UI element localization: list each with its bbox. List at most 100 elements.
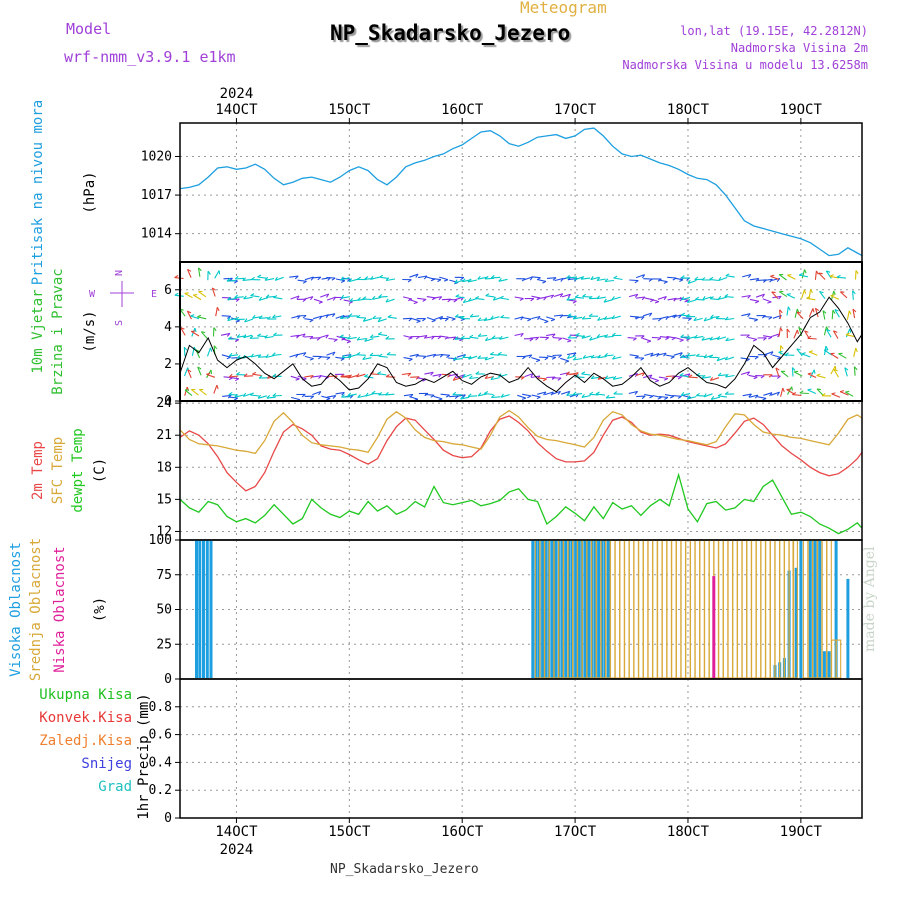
wind-arrow bbox=[580, 277, 591, 280]
wind-arrow bbox=[454, 279, 464, 284]
wind-arrow bbox=[644, 352, 654, 357]
wind-arrow-head bbox=[715, 315, 720, 320]
wind-arrow-head bbox=[771, 291, 776, 294]
wind-arrow-head bbox=[325, 334, 329, 339]
wind-arrow bbox=[417, 355, 427, 357]
wind-arrow-head bbox=[497, 351, 502, 355]
wind-arrow-head bbox=[243, 334, 247, 339]
bottom-day-label: 16OCT bbox=[441, 824, 484, 840]
station-title: NP_Skadarsko_Jezero bbox=[330, 21, 571, 45]
wind-arrow-head bbox=[595, 391, 600, 395]
wind-arrow-head bbox=[210, 369, 213, 374]
wind-arrow-head bbox=[678, 314, 682, 319]
wind-arrow-head bbox=[780, 327, 783, 332]
wind-arrow bbox=[825, 270, 832, 279]
wind-arrow-head bbox=[710, 314, 714, 319]
wind-arrow bbox=[818, 272, 826, 280]
wind-arrow bbox=[747, 336, 757, 340]
wind-arrow-head bbox=[768, 316, 773, 320]
wind-arrow-head bbox=[477, 355, 482, 359]
wind-arrow-head bbox=[453, 299, 458, 303]
wind-arrow bbox=[213, 384, 218, 394]
wind-arrow bbox=[801, 269, 806, 279]
wind-arrow bbox=[243, 334, 253, 339]
wind-arrow bbox=[710, 377, 720, 382]
wind-arrow bbox=[613, 277, 623, 281]
wind-arrow-head bbox=[484, 337, 489, 341]
wind-arrow bbox=[259, 297, 268, 301]
wind-arrow-head bbox=[567, 313, 572, 317]
wind-arrow bbox=[418, 275, 428, 279]
wind-arrow bbox=[725, 338, 735, 342]
wind-arrow-head bbox=[752, 338, 758, 342]
wind-arrow bbox=[658, 279, 668, 283]
wind-arrow-head bbox=[581, 371, 586, 375]
wind-arrow-head bbox=[566, 392, 570, 396]
wind-arrow-head bbox=[725, 273, 730, 277]
wind-arrow-head bbox=[250, 293, 255, 297]
wind-arrow bbox=[725, 317, 735, 321]
wind-arrow-head bbox=[822, 310, 827, 314]
wind-arrow-head bbox=[500, 393, 504, 398]
wind-arrow-head bbox=[227, 296, 231, 301]
wind-arrow bbox=[658, 376, 668, 380]
wind-arrow-head bbox=[784, 352, 789, 356]
wind-arrow bbox=[725, 356, 735, 361]
wind-arrow-head bbox=[679, 352, 683, 357]
wind-arrow-head bbox=[640, 357, 645, 361]
wind-arrow bbox=[297, 314, 307, 317]
wind-arrow-head bbox=[551, 333, 556, 338]
wind-arrow-head bbox=[816, 373, 821, 377]
wind-arrow bbox=[456, 353, 466, 358]
wind-arrow-head bbox=[242, 277, 246, 281]
wind-arrow-head bbox=[446, 354, 451, 358]
wind-arrow-head bbox=[369, 334, 374, 338]
wind-arrow bbox=[531, 315, 541, 320]
wind-arrow-head bbox=[702, 295, 706, 300]
wind-arrow bbox=[651, 336, 661, 339]
wind-arrow-head bbox=[483, 317, 488, 321]
wind-arrow-head bbox=[235, 316, 240, 321]
wind-arrow-head bbox=[227, 336, 232, 340]
wind-arrow-head bbox=[475, 371, 480, 375]
wind-arrow-head bbox=[408, 317, 413, 322]
wind-arrow-head bbox=[581, 394, 585, 398]
wind-arrow-head bbox=[796, 329, 799, 335]
wind-arrow-head bbox=[680, 392, 685, 396]
wind-arrow bbox=[755, 293, 765, 298]
wind-arrow-head bbox=[786, 328, 791, 333]
wind-arrow-head bbox=[680, 296, 685, 301]
wind-arrow-head bbox=[852, 290, 856, 295]
wind-arrow bbox=[819, 291, 826, 300]
wind-arrow bbox=[703, 393, 713, 398]
wind-arrow bbox=[629, 315, 640, 318]
wind-arrow-head bbox=[657, 337, 662, 341]
wind-arrow-head bbox=[701, 277, 706, 281]
wind-arrow-head bbox=[318, 391, 322, 396]
wind-arrow bbox=[836, 276, 847, 279]
wind-arrow-head bbox=[804, 330, 809, 333]
wind-arrow-head bbox=[437, 336, 442, 340]
wind-arrow bbox=[370, 335, 380, 338]
wind-arrow-head bbox=[430, 394, 435, 398]
wind-arrow bbox=[312, 390, 321, 396]
wind-arrow-head bbox=[356, 336, 361, 341]
wind-arrow bbox=[432, 373, 442, 377]
wind-arrow-head bbox=[557, 377, 562, 381]
wind-arrow bbox=[582, 355, 592, 359]
wind-arrow-head bbox=[258, 375, 263, 379]
wind-arrow bbox=[546, 333, 556, 337]
wind-arrow bbox=[425, 393, 435, 396]
cloud-bar-high bbox=[583, 540, 587, 678]
wind-arrow-head bbox=[724, 391, 729, 395]
wind-arrow-head bbox=[588, 313, 593, 317]
wind-arrows bbox=[174, 267, 859, 402]
cloud-bar-high bbox=[827, 651, 831, 678]
wind-arrow bbox=[242, 279, 252, 281]
wind-arrow-head bbox=[257, 333, 262, 337]
y-tick-label: 0.2 bbox=[149, 783, 172, 798]
wind-arrow bbox=[581, 394, 591, 398]
wind-arrow bbox=[603, 317, 614, 320]
wind-arrow-head bbox=[761, 293, 765, 298]
wind-arrow-head bbox=[812, 308, 815, 313]
